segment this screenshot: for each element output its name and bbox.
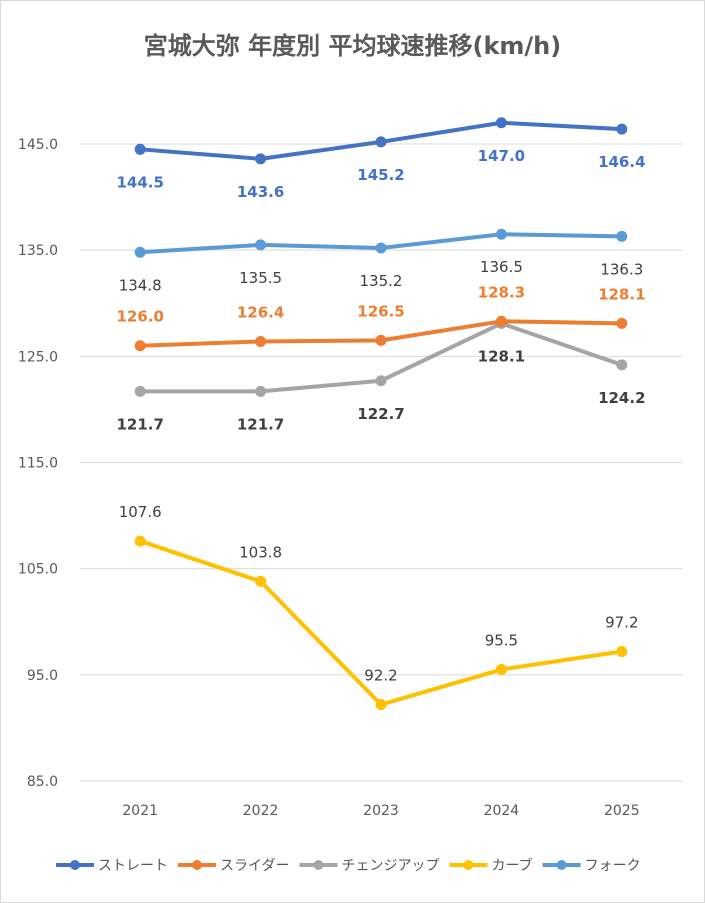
data-label: 145.2 [357,166,404,184]
data-label: 136.5 [480,258,523,276]
chart-title: 宮城大弥 年度別 平均球速推移(km/h) [143,32,562,60]
data-label: 126.0 [116,308,163,326]
legend-marker [463,860,474,870]
y-axis-ticks: 85.0 95.0 105.0 115.0 125.0 135.0 145.0 [18,137,58,790]
data-point [616,645,628,657]
data-label: 126.4 [237,303,284,321]
data-label: 95.5 [485,632,518,650]
data-label: 143.6 [237,183,284,201]
data-point [375,375,387,387]
data-label: 97.2 [605,613,638,631]
data-point [495,228,507,240]
data-point [375,136,387,148]
legend-label: スライダー [220,858,289,874]
y-tick-label: 85.0 [27,774,58,790]
data-point [255,385,267,397]
data-label: 147.0 [478,147,525,165]
data-label: 92.2 [364,667,397,685]
y-tick-label: 95.0 [27,668,58,684]
y-tick-label: 125.0 [18,349,58,365]
series-lines [134,117,628,711]
data-label: 144.5 [116,173,163,191]
x-tick-label: 2025 [604,803,640,819]
data-point [255,575,267,587]
legend-marker [313,860,324,870]
data-label: 128.1 [598,285,645,303]
data-label: 128.1 [478,347,525,365]
legend-label: フォーク [585,858,641,874]
data-label: 121.7 [116,415,163,433]
data-point [134,340,146,352]
legend-marker [70,860,80,870]
y-tick-label: 135.0 [18,243,58,259]
data-label: 124.2 [598,389,645,407]
y-tick-label: 145.0 [18,137,58,153]
gridlines [80,143,682,782]
data-label: 134.8 [119,276,162,294]
data-point [255,335,267,347]
data-point [255,153,267,165]
data-labels: 144.5 143.6 145.2 147.0 146.4 126.0 126.4 126.5… [116,147,645,685]
data-point [616,317,628,329]
data-label: 135.2 [360,272,403,290]
legend-marker [192,860,202,870]
data-point [616,123,628,135]
data-label: 107.6 [119,503,162,521]
data-point [255,239,267,251]
data-label: 146.4 [598,153,645,171]
legend: ストレート スライダー チェンジアップ カーブ フォーク [56,857,641,874]
legend-label: ストレート [98,858,168,874]
x-tick-label: 2023 [363,803,399,819]
data-point [616,230,628,242]
x-tick-label: 2024 [484,803,520,819]
legend-label: チェンジアップ [341,858,439,874]
data-point [375,334,387,346]
data-label: 122.7 [357,405,404,423]
data-point [495,315,507,327]
legend-marker [556,860,567,870]
data-point [134,535,146,547]
data-point [134,385,146,397]
data-label: 103.8 [239,543,282,561]
legend-label: カーブ [491,857,532,874]
data-label: 135.5 [239,269,282,287]
data-label: 126.5 [357,302,404,320]
data-point [134,246,146,258]
y-tick-label: 105.0 [18,562,58,578]
data-label: 136.3 [600,260,643,278]
x-tick-label: 2021 [122,803,158,819]
x-tick-label: 2022 [243,803,279,819]
x-axis-ticks: 2021 2022 2023 2024 2025 [122,803,639,819]
data-point [375,242,387,254]
data-point [616,359,628,371]
data-point [495,664,507,676]
data-point [495,117,507,129]
y-tick-label: 115.0 [18,456,58,472]
data-point [134,143,146,155]
data-label: 121.7 [237,415,284,433]
data-point [375,699,387,711]
data-label: 128.3 [478,283,525,301]
